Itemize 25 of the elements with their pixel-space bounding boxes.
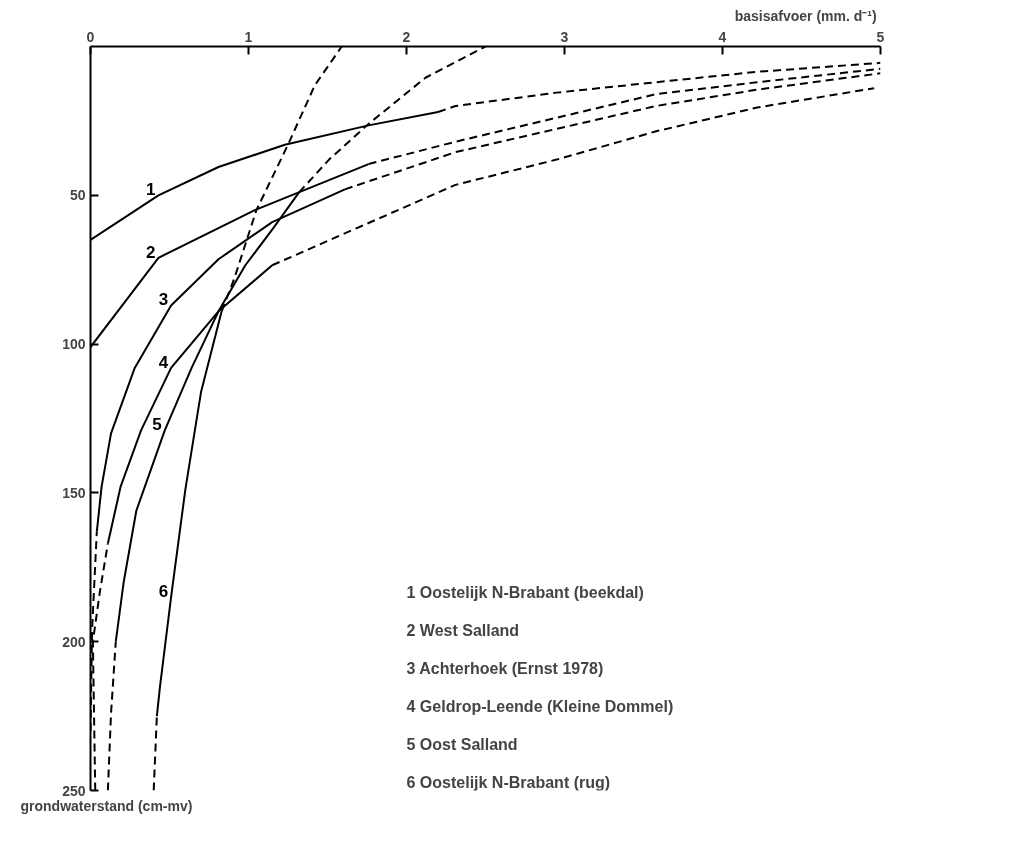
- x-tick-label: 5: [876, 28, 885, 45]
- y-axis-title: grondwaterstand (cm-mv): [20, 797, 193, 814]
- x-tick-label: 3: [560, 28, 569, 45]
- annotation: 1 Oostelijk N-Brabant (beekdal): [406, 584, 644, 601]
- y-tick-label: 100: [62, 336, 86, 353]
- x-tick-label: 0: [86, 28, 95, 45]
- annotation: 4 Geldrop-Leende (Kleine Dommel): [406, 698, 674, 715]
- series-label: 2: [145, 242, 156, 262]
- x-tick-label: 4: [718, 28, 727, 45]
- x-tick-label: 1: [244, 28, 253, 45]
- series-label: 3: [158, 290, 169, 310]
- x-tick-label: 2: [402, 28, 411, 45]
- series-label: 1: [145, 180, 156, 200]
- annotation: 5 Oost Salland: [406, 736, 518, 753]
- series-label: 6: [158, 582, 169, 602]
- x-axis-title: basisafvoer (mm. d⁻¹): [734, 7, 877, 24]
- y-tick-label: 200: [62, 633, 86, 650]
- y-tick-label: 50: [69, 187, 86, 204]
- annotation: 3 Achterhoek (Ernst 1978): [406, 660, 604, 677]
- annotation: 2 West Salland: [406, 622, 520, 639]
- annotation: 6 Oostelijk N-Brabant (rug): [406, 774, 611, 791]
- y-tick-label: 150: [62, 484, 86, 501]
- y-tick-label: 250: [62, 782, 86, 799]
- series-label: 5: [152, 415, 162, 435]
- series-label: 4: [158, 352, 169, 372]
